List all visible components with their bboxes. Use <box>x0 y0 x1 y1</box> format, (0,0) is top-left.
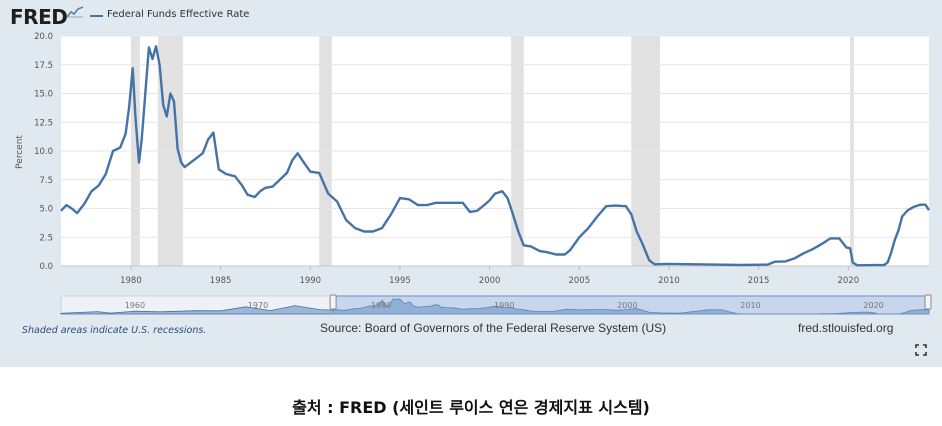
navigator-tick-label: 1990 <box>494 301 514 310</box>
x-tick-label: 1985 <box>210 276 232 286</box>
y-tick-label: 20.0 <box>34 32 53 42</box>
x-tick-label: 2010 <box>658 276 680 286</box>
fred-chart-icon <box>66 6 84 18</box>
navigator-right-handle[interactable] <box>924 294 932 310</box>
x-tick-label: 2015 <box>748 276 770 286</box>
y-tick-label: 2.5 <box>39 233 53 243</box>
y-tick-label: 10.0 <box>34 147 53 157</box>
chart-svg: 0.0 2.5 5.0 7.5 10.0 12.5 15.0 17.5 20.0 1980 198… <box>15 32 932 315</box>
legend-label[interactable]: Federal Funds Effective Rate <box>107 9 250 20</box>
y-tick-label: 7.5 <box>39 176 53 186</box>
navigator-tick-label: 1960 <box>125 301 145 310</box>
navigator-tick-label: 2020 <box>863 301 883 310</box>
navigator-tick-label: 1980 <box>371 301 391 310</box>
x-tick-label: 2000 <box>479 276 501 286</box>
navigator-left-handle[interactable] <box>329 294 337 310</box>
x-tick-label: 2020 <box>837 276 859 286</box>
navigator-tick-label: 2000 <box>617 301 637 310</box>
legend-swatch <box>90 15 103 17</box>
navigator[interactable]: 1960 1970 1980 1990 2000 2010 2020 <box>60 294 932 315</box>
y-tick-label: 5.0 <box>39 205 53 215</box>
recession-note: Shaded areas indicate U.S. recessions. <box>22 325 207 336</box>
navigator-tick-label: 1970 <box>248 301 268 310</box>
figure-caption: 출처 : FRED (세인트 루이스 연은 경제지표 시스템) <box>292 398 650 417</box>
source-note: Source: Board of Governors of the Federa… <box>320 321 667 335</box>
y-tick-label: 17.5 <box>34 61 53 71</box>
y-tick-label: 0.0 <box>39 262 53 272</box>
y-tick-label: 12.5 <box>34 118 53 128</box>
x-tick-label: 1980 <box>120 276 142 286</box>
x-tick-label: 1995 <box>389 276 411 286</box>
series-line-federal-funds <box>60 45 931 267</box>
fred-url-link[interactable]: fred.stlouisfed.org <box>798 321 894 335</box>
fred-logo[interactable]: FRED <box>10 5 68 29</box>
fullscreen-icon[interactable] <box>915 344 927 356</box>
y-axis-label: Percent <box>15 135 25 169</box>
x-tick-label: 2005 <box>568 276 590 286</box>
x-tick-label: 1990 <box>299 276 321 286</box>
navigator-tick-label: 2010 <box>740 301 760 310</box>
y-tick-label: 15.0 <box>34 90 53 100</box>
